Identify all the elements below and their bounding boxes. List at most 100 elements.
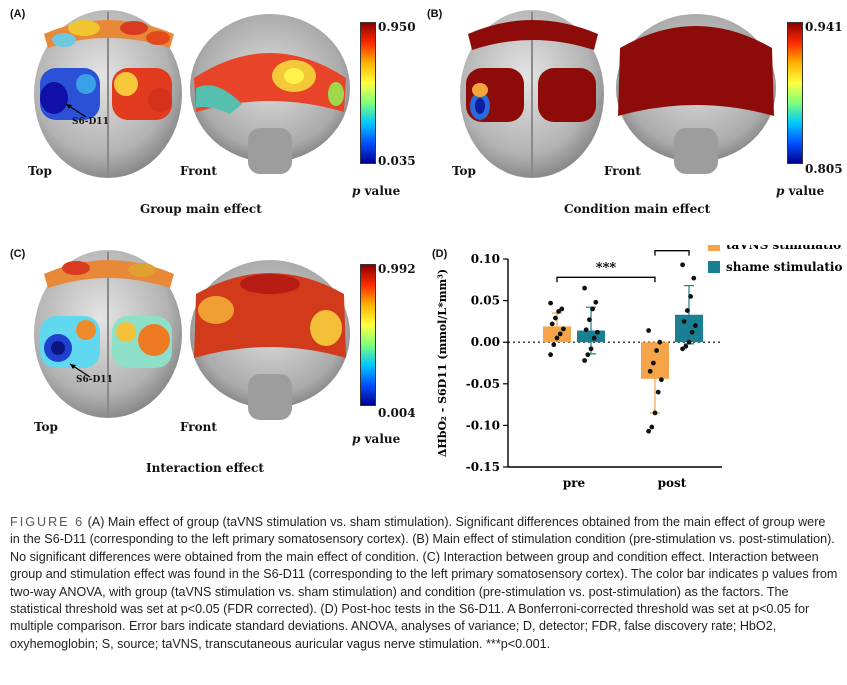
panel-b-label: (B) <box>427 8 443 20</box>
data-point <box>654 348 659 353</box>
panel-c-detector-arrow <box>69 363 91 378</box>
significance-label: *** <box>596 260 617 275</box>
data-point <box>689 329 695 335</box>
panel-b-colorbar-title: p value <box>776 184 824 198</box>
data-point <box>554 335 560 341</box>
panel-b-colorbar-min: 0.805 <box>805 162 843 176</box>
data-point <box>557 331 563 337</box>
panel-a-colorbar-min: 0.035 <box>378 154 416 168</box>
panel-a-colorbar <box>360 22 376 164</box>
data-point <box>657 339 663 345</box>
data-point <box>561 326 566 332</box>
panel-c-colorbar <box>360 264 376 406</box>
data-point <box>659 377 664 383</box>
panel-a-brain-front <box>190 14 350 174</box>
data-point <box>646 428 651 434</box>
panel-c-colorbar-title: p value <box>352 432 400 446</box>
legend-label: taVNS stimulation <box>726 245 842 252</box>
data-point <box>556 309 561 314</box>
panel-b-view-top: Top <box>452 164 476 178</box>
figure-caption: FIGURE 6 (A) Main effect of group (taVNS… <box>10 514 838 653</box>
y-axis-label: ΔHbO₂ - S6D11 (mmol/L*mm³) <box>436 269 449 457</box>
p-symbol: p <box>352 432 361 446</box>
data-point <box>548 300 553 306</box>
data-point <box>649 424 655 430</box>
y-tick-label: 0.00 <box>471 335 500 349</box>
data-point <box>548 352 553 358</box>
panel-c-colorbar-max: 0.992 <box>378 262 416 276</box>
panel-a-detector-label: S6-D11 <box>72 117 109 127</box>
panel-b-brain-top <box>460 10 604 178</box>
data-point <box>553 315 558 321</box>
panel-c-brain-top <box>34 250 182 418</box>
data-point <box>582 285 587 291</box>
value-label: value <box>360 184 401 198</box>
significance-bracket-pre-post <box>556 276 656 283</box>
panel-c-brain-front <box>190 260 350 420</box>
data-point <box>651 360 656 366</box>
p-symbol: p <box>776 184 785 198</box>
data-point <box>691 275 697 281</box>
panel-c-view-top: Top <box>34 420 58 434</box>
data-point <box>590 306 595 312</box>
panel-a-colorbar-title: p value <box>352 184 400 198</box>
data-point <box>593 299 599 305</box>
data-point <box>680 262 685 268</box>
panel-a-view-top: Top <box>28 164 52 178</box>
y-tick-label: -0.10 <box>466 418 500 432</box>
legend-swatch <box>708 261 720 273</box>
figure-label: FIGURE 6 <box>10 515 85 529</box>
data-point <box>591 335 597 341</box>
panel-a-view-front: Front <box>180 164 217 178</box>
data-point <box>595 329 600 335</box>
data-point <box>693 323 698 328</box>
panel-a-detector-arrow <box>65 103 87 118</box>
panel-a-label: (A) <box>10 8 26 20</box>
panel-b-brain-front <box>616 14 776 174</box>
panel-c-colorbar-min: 0.004 <box>378 406 416 420</box>
data-point <box>688 294 693 299</box>
panel-b-colorbar-max: 0.941 <box>805 20 843 34</box>
significance-label: *** <box>662 245 683 249</box>
data-point <box>583 327 589 333</box>
y-tick-label: -0.15 <box>466 460 500 474</box>
data-point <box>582 358 587 363</box>
caption-text: (A) Main effect of group (taVNS stimulat… <box>10 515 838 651</box>
panel-a-colorbar-max: 0.950 <box>378 20 416 34</box>
panel-d-label: (D) <box>432 248 448 260</box>
y-tick-label: 0.10 <box>471 252 500 266</box>
data-point <box>549 321 555 327</box>
y-tick-label: -0.05 <box>466 377 500 391</box>
panel-c-detector-label: S6-D11 <box>76 375 113 385</box>
data-point <box>680 346 685 352</box>
x-tick-label: pre <box>563 476 586 490</box>
data-point <box>647 368 653 374</box>
significance-bracket-groups <box>654 250 690 256</box>
panel-c-title: Interaction effect <box>146 461 264 475</box>
data-point <box>681 319 687 324</box>
legend-label: shame stimulation <box>726 260 842 274</box>
data-point <box>587 317 592 323</box>
panel-c-view-front: Front <box>180 420 217 434</box>
legend-swatch <box>708 245 720 251</box>
x-tick-label: post <box>658 476 687 490</box>
panel-b-title: Condition main effect <box>564 202 711 216</box>
p-symbol: p <box>352 184 361 198</box>
data-point <box>588 346 594 352</box>
data-point <box>686 339 692 345</box>
posthoc-bar-chart: 0.10 0.05 0.00 -0.05 -0.10 -0.15 ΔHbO₂ - S6D11… <box>436 245 842 490</box>
data-point <box>646 328 651 333</box>
value-label: value <box>360 432 401 446</box>
data-point <box>551 342 557 348</box>
panel-b-colorbar <box>787 22 803 164</box>
panel-a-title: Group main effect <box>140 202 262 216</box>
data-point <box>655 389 661 395</box>
panel-c-label: (C) <box>10 248 26 260</box>
value-label: value <box>784 184 825 198</box>
data-point <box>652 410 658 416</box>
panel-a-brain-top <box>34 10 182 178</box>
data-point <box>585 352 591 358</box>
y-tick-label: 0.05 <box>471 294 500 308</box>
data-point <box>685 308 690 313</box>
panel-b-view-front: Front <box>604 164 641 178</box>
